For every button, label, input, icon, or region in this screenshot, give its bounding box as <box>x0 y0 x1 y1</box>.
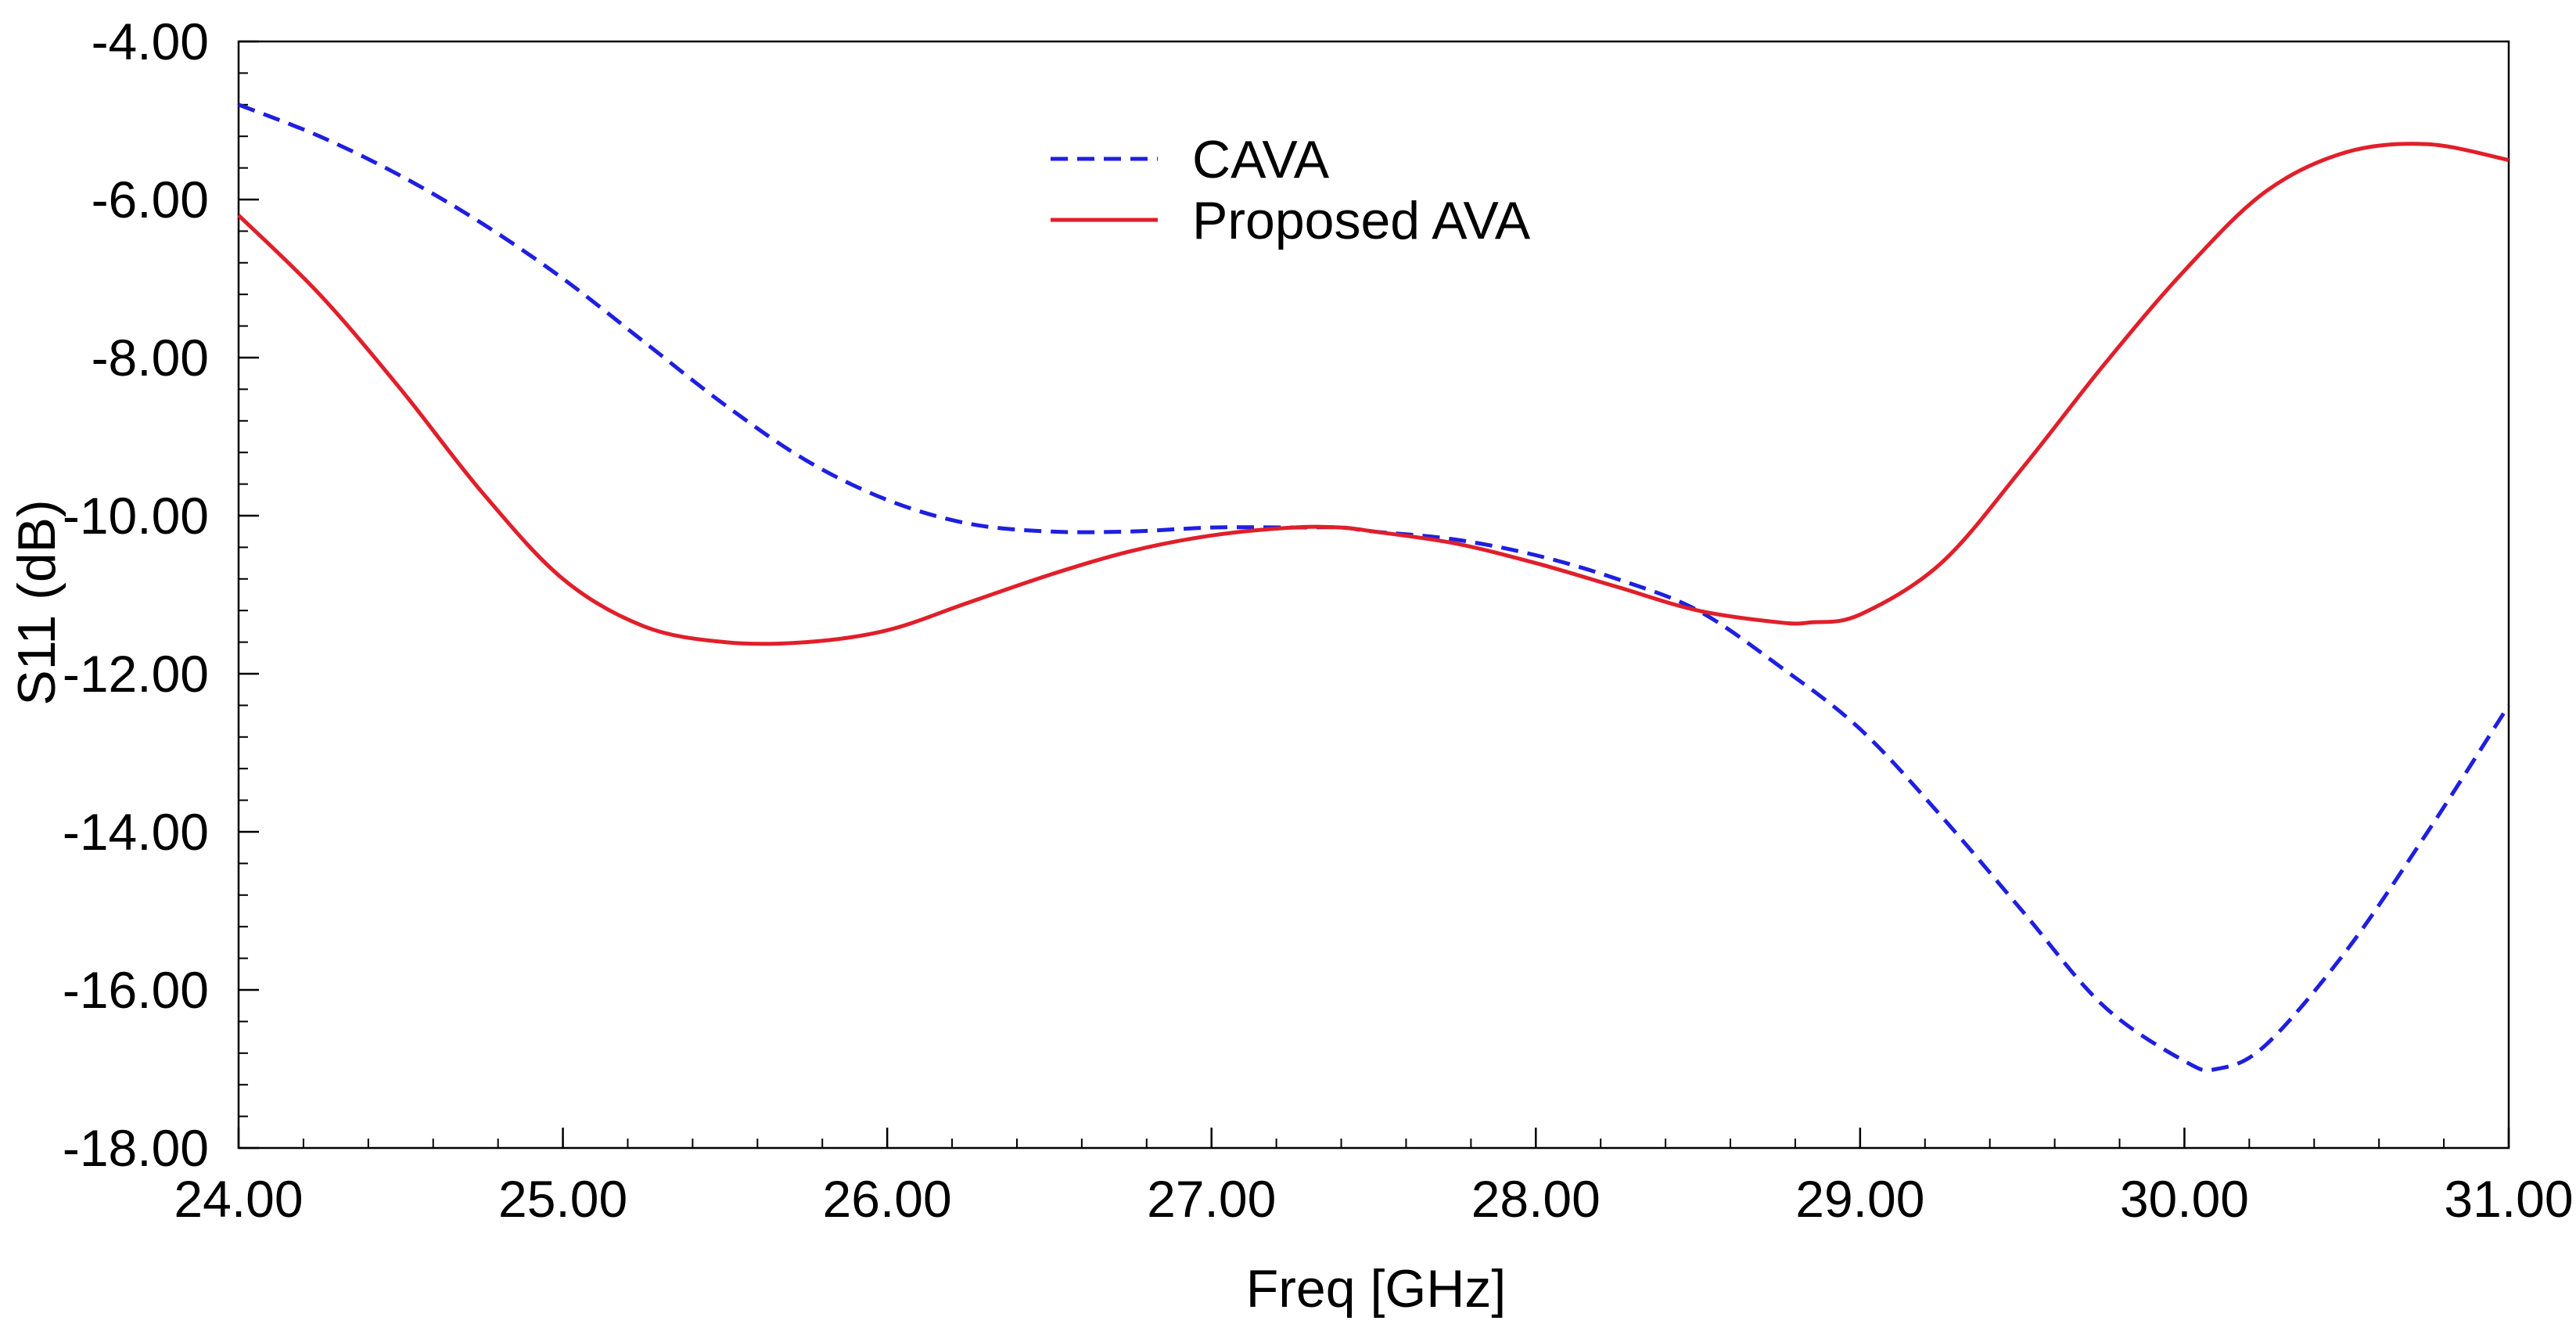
series-line-proposed-ava <box>237 142 2510 646</box>
x-tick-label: 31.00 <box>2444 1170 2573 1228</box>
y-axis-label: S11 (dB) <box>7 499 66 705</box>
x-tick-label: 26.00 <box>823 1170 952 1228</box>
legend-label-2: Proposed AVA <box>1192 191 1531 250</box>
y-tick-label: -14.00 <box>63 803 209 861</box>
y-tick-label: -18.00 <box>63 1119 209 1177</box>
x-tick-label: 29.00 <box>1795 1170 1924 1228</box>
x-tick-label: 28.00 <box>1471 1170 1601 1228</box>
y-tick-label: -6.00 <box>92 171 209 228</box>
x-tick-label: 24.00 <box>174 1170 303 1228</box>
x-tick-label: 25.00 <box>498 1170 627 1228</box>
legend-label-1: CAVA <box>1192 130 1330 189</box>
y-tick-label: -12.00 <box>63 645 209 703</box>
plot-frame <box>237 40 2510 1150</box>
y-tick-label: -8.00 <box>92 329 209 387</box>
x-tick-label: 27.00 <box>1147 1170 1276 1228</box>
y-tick-label: -10.00 <box>63 487 209 545</box>
x-axis-label: Freq [GHz] <box>1246 1259 1507 1319</box>
x-tick-label: 30.00 <box>2120 1170 2249 1228</box>
y-tick-label: -4.00 <box>92 13 209 70</box>
y-tick-label: -16.00 <box>63 961 209 1019</box>
